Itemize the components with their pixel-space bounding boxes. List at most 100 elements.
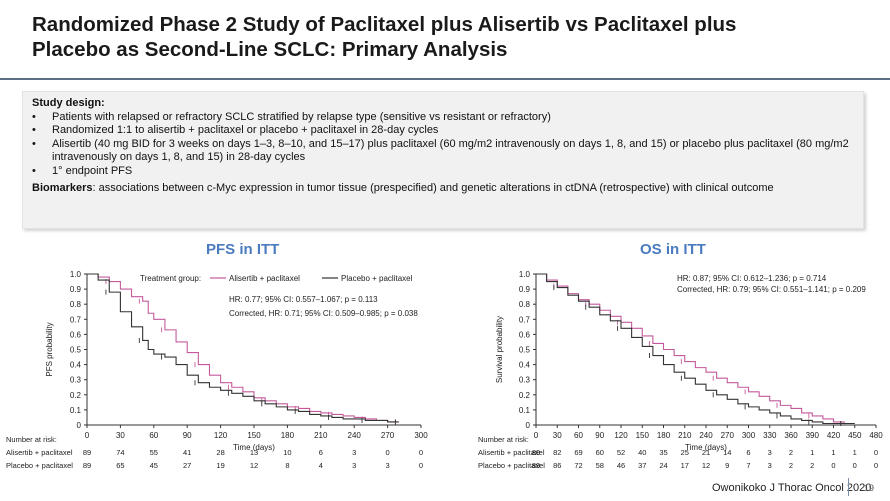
os-x-tick-label: 300 <box>742 431 756 440</box>
pfs-risk-value: 6 <box>319 448 323 457</box>
os-y-tick-label: 0.4 <box>519 361 531 370</box>
pfs-legend-placebo-label: Placebo + paclitaxel <box>341 274 413 283</box>
slide-title-line-2: Placebo as Second-Line SCLC: Primary Ana… <box>32 38 508 61</box>
os-risk-value: 1 <box>810 448 814 457</box>
os-risk-value: 9 <box>725 461 729 470</box>
pfs-x-tick-label: 210 <box>314 431 328 440</box>
os-risk-value: 14 <box>723 448 731 457</box>
pfs-y-tick-label: 0.6 <box>70 330 82 339</box>
footer-divider <box>848 478 849 496</box>
pfs-risk-value: 0 <box>419 448 423 457</box>
os-risk-value: 58 <box>596 461 604 470</box>
os-risk-value: 24 <box>659 461 667 470</box>
pfs-x-tick-label: 300 <box>414 431 428 440</box>
pfs-y-tick-label: 0.4 <box>70 361 82 370</box>
pfs-risk-value: 45 <box>150 461 158 470</box>
biomarkers-label: Biomarkers <box>32 182 93 194</box>
os-risk-value: 21 <box>702 448 710 457</box>
os-risk-value: 82 <box>553 448 561 457</box>
os-x-tick-label: 420 <box>827 431 841 440</box>
os-risk-row-name: Alisertib + paclitaxel <box>478 448 545 457</box>
pfs-x-tick-label: 180 <box>281 431 295 440</box>
pfs-corrected-hr-annotation: Corrected, HR: 0.71; 95% CI: 0.509–0.985… <box>229 309 418 318</box>
pfs-x-tick-label: 30 <box>116 431 125 440</box>
study-design-heading: Study design: <box>32 97 105 109</box>
os-risk-value: 2 <box>789 461 793 470</box>
os-risk-value: 60 <box>596 448 604 457</box>
os-risk-value: 2 <box>810 461 814 470</box>
os-risk-value: 86 <box>553 461 561 470</box>
os-x-tick-label: 0 <box>534 431 539 440</box>
pfs-x-axis-label: Time (days) <box>233 443 275 452</box>
pfs-x-tick-label: 0 <box>85 431 90 440</box>
slide-title: Randomized Phase 2 Study of Paclitaxel p… <box>32 12 882 62</box>
pfs-y-tick-label: 0.8 <box>70 300 82 309</box>
os-risk-value: 25 <box>681 448 689 457</box>
os-y-tick-label: 0.7 <box>519 315 531 324</box>
pfs-y-tick-label: 0.9 <box>70 285 82 294</box>
os-risk-value: 89 <box>532 448 540 457</box>
study-design-bullet: Patients with relapsed or refractory SCL… <box>32 111 854 125</box>
pfs-risk-value: 0 <box>386 448 390 457</box>
study-design-list: Patients with relapsed or refractory SCL… <box>32 111 854 179</box>
biomarkers-text: Biomarkers: associations between c-Myc e… <box>32 182 854 196</box>
os-y-tick-label: 0.1 <box>519 406 531 415</box>
pfs-y-tick-label: 0.7 <box>70 315 82 324</box>
pfs-y-tick-label: 0.2 <box>70 391 82 400</box>
os-risk-value: 0 <box>831 461 835 470</box>
os-x-tick-label: 330 <box>763 431 777 440</box>
pfs-risk-value: 3 <box>386 461 390 470</box>
os-risk-value: 1 <box>853 448 857 457</box>
os-y-tick-label: 0.2 <box>519 391 531 400</box>
pfs-x-tick-label: 240 <box>348 431 362 440</box>
pfs-y-axis-label: PFS probability <box>45 322 54 376</box>
os-x-tick-label: 270 <box>721 431 735 440</box>
os-risk-value: 37 <box>638 461 646 470</box>
pfs-risk-value: 65 <box>116 461 124 470</box>
os-x-tick-label: 360 <box>784 431 798 440</box>
pfs-risk-row-name: Placebo + paclitaxel <box>6 461 73 470</box>
biomarkers-description: : associations between c-Myc expression … <box>92 182 774 194</box>
pfs-risk-value: 3 <box>352 448 356 457</box>
os-risk-value: 3 <box>768 461 772 470</box>
slide-title-line-1: Randomized Phase 2 Study of Paclitaxel p… <box>32 13 737 36</box>
pfs-risk-value: 19 <box>216 461 224 470</box>
os-risk-value: 17 <box>681 461 689 470</box>
os-y-tick-label: 0 <box>526 421 531 430</box>
pfs-risk-value: 55 <box>150 448 158 457</box>
pfs-hr-annotation: HR: 0.77; 95% CI: 0.557–1.067; p = 0.113 <box>229 295 378 304</box>
pfs-risk-value: 12 <box>250 461 258 470</box>
os-risk-value: 40 <box>638 448 646 457</box>
pfs-x-tick-label: 270 <box>381 431 395 440</box>
os-chart-title: OS in ITT <box>640 241 706 258</box>
os-risk-value: 69 <box>574 448 582 457</box>
page-number: 19 <box>864 483 875 493</box>
os-risk-value: 2 <box>789 448 793 457</box>
os-y-tick-label: 0.6 <box>519 330 531 339</box>
pfs-risk-value: 89 <box>83 448 91 457</box>
pfs-risk-value: 3 <box>352 461 356 470</box>
pfs-y-tick-label: 0 <box>77 421 82 430</box>
pfs-series-alisertib-line <box>87 273 399 423</box>
os-series-alisertib-line <box>536 273 855 425</box>
pfs-y-tick-label: 0.5 <box>70 346 82 355</box>
os-risk-value: 35 <box>659 448 667 457</box>
os-x-tick-label: 60 <box>574 431 583 440</box>
os-x-tick-label: 390 <box>806 431 820 440</box>
os-corrected-hr-annotation: Corrected, HR: 0.79; 95% CI: 0.551–1.141… <box>677 285 866 294</box>
pfs-x-tick-label: 60 <box>149 431 158 440</box>
pfs-risk-value: 27 <box>183 461 191 470</box>
os-risk-value: 46 <box>617 461 625 470</box>
study-design-bullet: Alisertib (40 mg BID for 3 weeks on days… <box>32 138 854 165</box>
pfs-legend-alisertib-label: Alisertib + paclitaxel <box>229 274 300 283</box>
study-design-bullet: Randomized 1:1 to alisertib + paclitaxel… <box>32 124 854 138</box>
pfs-chart-title: PFS in ITT <box>206 241 280 258</box>
pfs-risk-table-label: Number at risk: <box>6 435 57 444</box>
pfs-risk-row-name: Alisertib + paclitaxel <box>6 448 73 457</box>
pfs-x-tick-label: 150 <box>247 431 261 440</box>
pfs-risk-value: 0 <box>419 461 423 470</box>
os-hr-annotation: HR: 0.87; 95% CI: 0.612–1.236; p = 0.714 <box>677 274 827 283</box>
os-series-placebo-line <box>536 273 855 425</box>
os-y-tick-label: 0.3 <box>519 376 531 385</box>
pfs-risk-value: 28 <box>216 448 224 457</box>
